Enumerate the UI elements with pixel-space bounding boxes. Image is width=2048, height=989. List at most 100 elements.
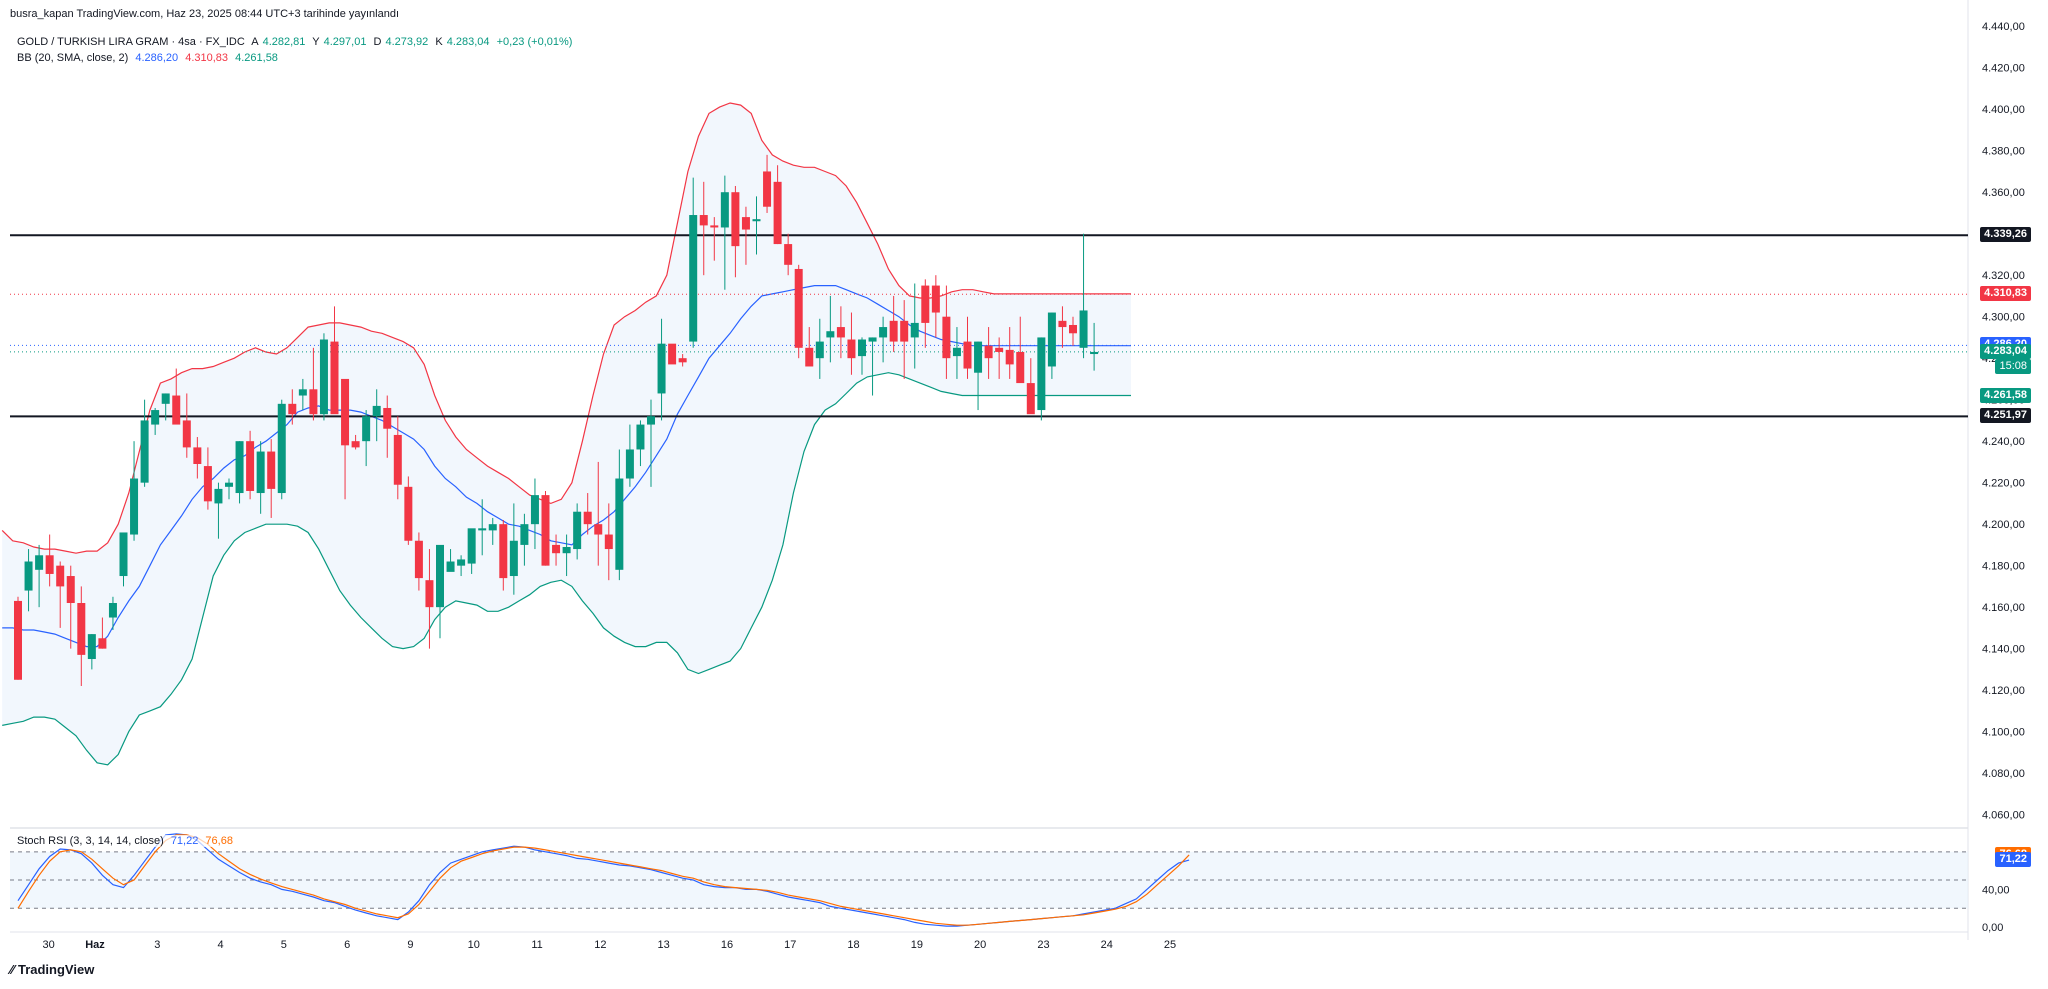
candle-body [594, 524, 603, 535]
candle-body [699, 215, 708, 226]
publisher-text: busra_kapan TradingView.com, Haz 23, 202… [10, 8, 400, 20]
price-badge: 4.310,83 [1980, 286, 2031, 302]
candle-body [203, 466, 212, 502]
price-tick-label: 4.440,00 [1982, 21, 2025, 33]
candle-body [436, 544, 444, 608]
candle-body [383, 407, 392, 429]
candle-body [731, 192, 740, 247]
candle-body [478, 528, 487, 531]
bb-basis-value: 4.286,20 [135, 52, 179, 64]
time-tick-label: 20 [974, 939, 986, 951]
candle-body [520, 524, 529, 545]
candle-body [847, 339, 856, 359]
candle-body [1026, 383, 1035, 415]
candle-body [1058, 320, 1067, 328]
candle-body [330, 341, 339, 415]
close-label: K [435, 36, 443, 48]
close-value: 4.283,04 [446, 36, 490, 48]
publisher-line: busra_kapan TradingView.com, Haz 23, 202… [10, 8, 403, 20]
time-tick-label: 3 [154, 939, 160, 951]
candle-body [414, 540, 423, 579]
candle-body [1016, 351, 1025, 384]
stoch-tick-label: 0,00 [1982, 922, 2003, 934]
stoch-k-value: 71,22 [170, 835, 199, 847]
candle-body [910, 322, 919, 338]
time-tick-label: 25 [1164, 939, 1176, 951]
symbol-title[interactable]: GOLD / TURKISH LIRA GRAM · 4sa · FX_IDC [17, 36, 245, 48]
candle-body [1005, 349, 1014, 365]
candle-body [66, 576, 75, 604]
candle-body [963, 341, 972, 369]
time-tick-label: 9 [407, 939, 413, 951]
candle-body [45, 555, 54, 574]
candle-body [689, 215, 698, 342]
time-tick-label: 10 [468, 939, 480, 951]
candle-body [773, 181, 782, 245]
bb-lower-line [2, 372, 1131, 766]
candle-body [24, 561, 33, 591]
candle-body [984, 345, 993, 359]
candle-body [288, 403, 297, 415]
candle-body [225, 482, 233, 487]
candle-body [657, 343, 666, 394]
candle-body [87, 634, 96, 660]
price-tick-label: 4.120,00 [1982, 685, 2025, 697]
candle-body [172, 395, 181, 425]
candle-body [1037, 337, 1046, 411]
candle-body [351, 441, 360, 448]
stoch-tick-label: 40,00 [1982, 884, 2010, 896]
candle-body [1090, 351, 1099, 355]
price-tick-label: 4.380,00 [1982, 146, 2025, 158]
candle-body [858, 339, 866, 357]
countdown-badge: 15:08 [1995, 358, 2031, 374]
candle-body [214, 488, 223, 504]
price-tick-label: 4.300,00 [1982, 312, 2025, 324]
stoch-label[interactable]: Stoch RSI (3, 3, 14, 14, close) [17, 835, 164, 847]
price-tick-label: 4.140,00 [1982, 644, 2025, 656]
price-tick-label: 4.400,00 [1982, 104, 2025, 116]
candle-body [393, 434, 402, 485]
price-badge: 4.261,58 [1980, 388, 2031, 404]
candle-body [921, 285, 930, 323]
symbol-legend: GOLD / TURKISH LIRA GRAM · 4sa · FX_IDC … [17, 36, 576, 48]
low-value: 4.273,92 [385, 36, 429, 48]
candle-body [182, 420, 191, 448]
tradingview-logo[interactable]: ⁄⁄ TradingView [10, 962, 94, 977]
candle-body [974, 341, 983, 373]
stoch-d-line [17, 834, 1190, 926]
candle-body [931, 285, 940, 313]
time-tick-label: 5 [281, 939, 287, 951]
candle-body [615, 478, 624, 570]
candle-body [35, 555, 44, 570]
candle-body [246, 441, 255, 491]
candle-body [362, 416, 371, 442]
price-badge: 4.339,26 [1980, 227, 2031, 243]
candle-body [119, 532, 128, 577]
candle-body [868, 337, 877, 342]
candle-body [277, 403, 286, 494]
candle-body [562, 546, 571, 554]
price-tick-label: 4.360,00 [1982, 187, 2025, 199]
candle-body [995, 347, 1004, 352]
time-tick-label: 4 [217, 939, 223, 951]
candle-body [98, 638, 107, 649]
price-badge: 4.251,97 [1980, 408, 2031, 424]
stoch-d-value: 76,68 [205, 835, 233, 847]
candle-body [509, 540, 518, 577]
candle-body [499, 524, 508, 579]
price-tick-label: 4.060,00 [1982, 810, 2025, 822]
candle-body [467, 528, 476, 564]
price-tick-label: 4.080,00 [1982, 768, 2025, 780]
price-tick-label: 4.220,00 [1982, 478, 2025, 490]
time-tick-label: 12 [594, 939, 606, 951]
bb-label[interactable]: BB (20, SMA, close, 2) [17, 52, 129, 64]
time-tick-label: 6 [344, 939, 350, 951]
time-tick-label: Haz [85, 939, 105, 951]
bb-upper-line [1, 102, 1131, 554]
candle-body [319, 339, 328, 415]
candle-body [794, 268, 803, 348]
price-badge: 71,22 [1995, 852, 2031, 868]
low-label: D [373, 36, 382, 48]
candle-body [140, 420, 149, 483]
time-tick-label: 13 [658, 939, 670, 951]
